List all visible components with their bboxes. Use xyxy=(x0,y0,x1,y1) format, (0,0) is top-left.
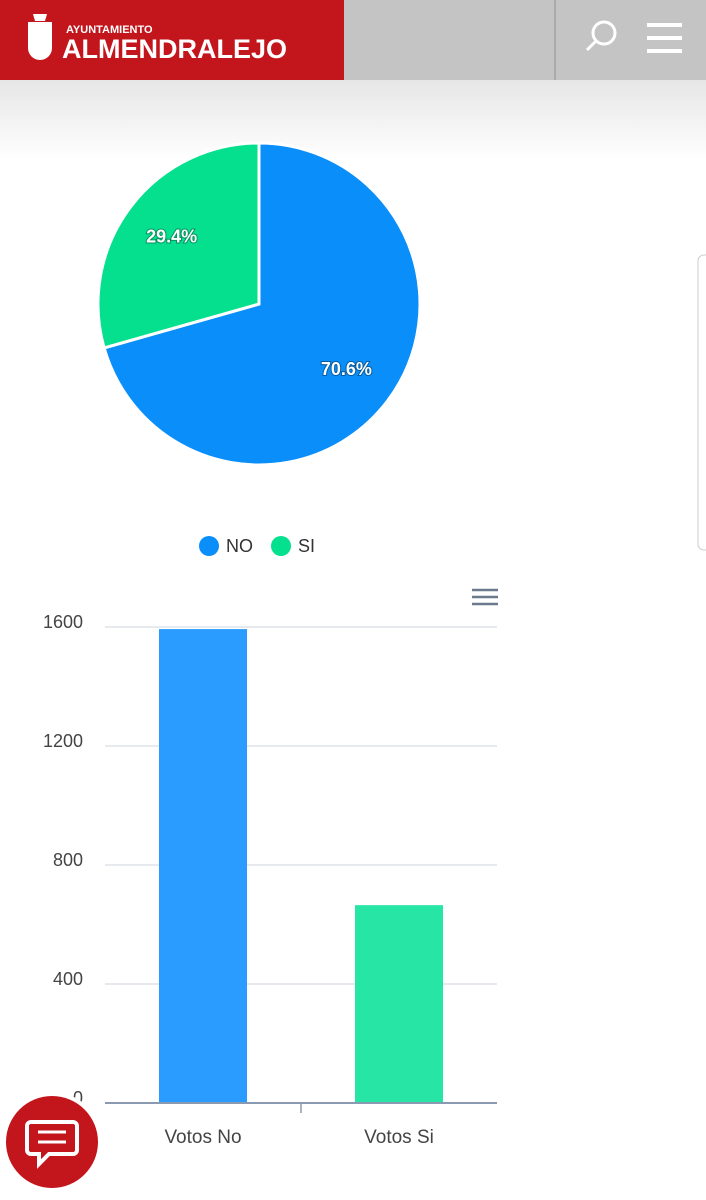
logo-main: ALMENDRALEJO xyxy=(62,34,287,64)
crown xyxy=(33,14,47,21)
x-tick-label: Votos No xyxy=(164,1127,241,1148)
slice-label: 29.4% xyxy=(146,227,197,247)
logo-bar[interactable] xyxy=(0,0,344,80)
logo-top: AYUNTAMIENTO xyxy=(66,24,153,36)
x-tick-label: Votos Si xyxy=(364,1127,434,1148)
charts: 70.6% 29.4% NO SI 0 400 800 1200 1600 Votos No Vot… xyxy=(43,141,497,1148)
pie-slice xyxy=(96,141,261,350)
nav-bar xyxy=(344,0,706,80)
y-tick-label: 1600 xyxy=(43,612,83,632)
scroll-handle[interactable] xyxy=(697,254,706,551)
legend-label: NO xyxy=(226,536,253,556)
crest xyxy=(28,22,52,60)
search-icon[interactable] xyxy=(585,20,617,52)
header-shadow xyxy=(0,80,706,160)
bar xyxy=(159,629,247,1103)
legend-marker xyxy=(271,536,291,556)
legend-label: SI xyxy=(298,536,315,556)
y-tick-label: 0 xyxy=(73,1088,83,1108)
y-tick-label: 800 xyxy=(53,850,83,870)
y-tick-label: 400 xyxy=(53,969,83,989)
bar xyxy=(355,905,443,1103)
chart-menu[interactable] xyxy=(472,588,498,606)
y-tick-label: 1200 xyxy=(43,731,83,751)
menu-icon[interactable] xyxy=(647,23,682,53)
chat-button[interactable] xyxy=(2,1092,102,1192)
pie-slice xyxy=(102,141,422,467)
legend-marker xyxy=(199,536,219,556)
slice-label: 70.6% xyxy=(321,359,372,379)
